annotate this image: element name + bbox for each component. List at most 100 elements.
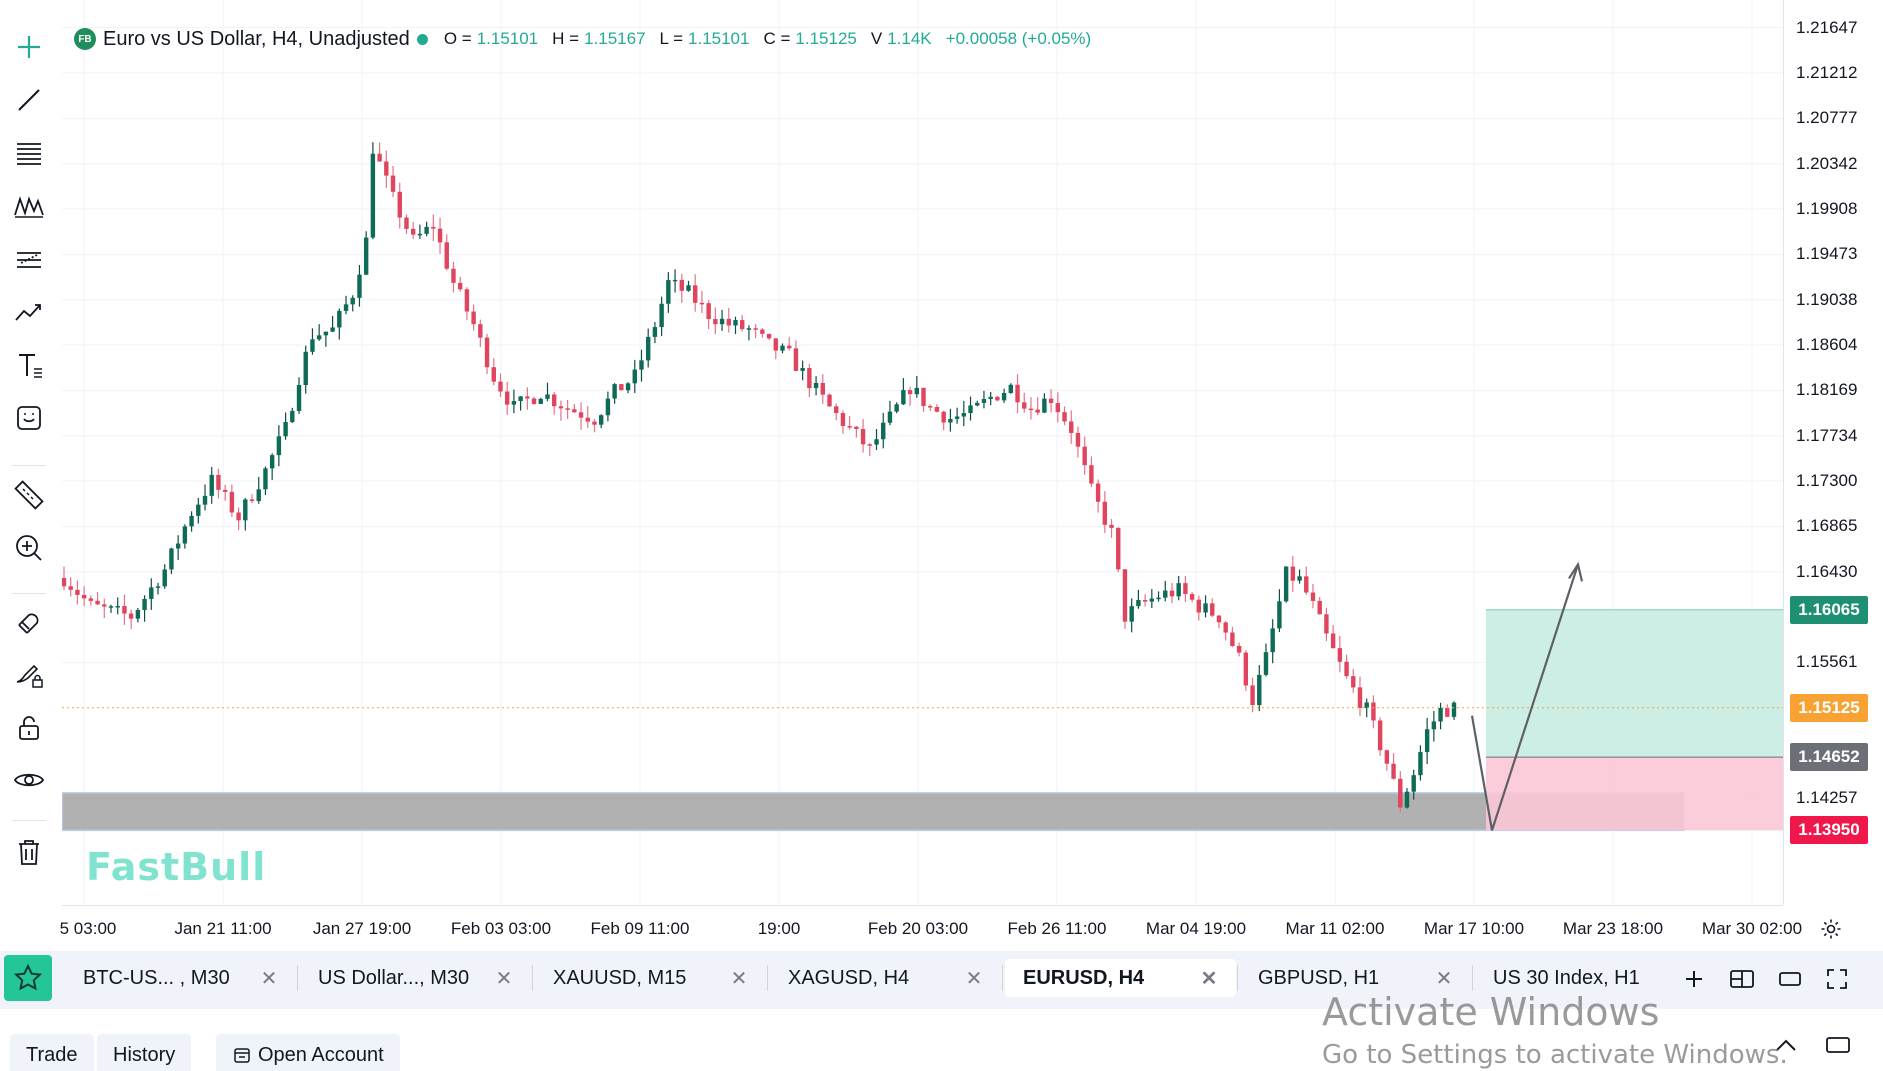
chevron-up-icon[interactable] [1770,1029,1802,1061]
candle-body [531,398,537,404]
symbol-title[interactable]: Euro vs US Dollar, H4, Unadjusted [103,27,410,50]
time-tick-label: 19:00 [757,919,801,938]
favorites-button[interactable] [4,955,52,1001]
candle-body [934,406,940,412]
candle-body [860,429,866,445]
candlestick-chart[interactable] [62,0,1783,905]
candle-body [1129,606,1134,622]
candle-body [122,606,127,614]
candle-body [592,421,597,425]
candle-body [605,398,611,416]
close-icon[interactable]: ✕ [730,967,748,990]
tab-us-30-index-h1[interactable]: US 30 Index, H1 [1475,959,1706,997]
tab-eurusd-h4[interactable]: EURUSD, H4 ✕ [1005,959,1236,997]
layout-icon[interactable] [1726,963,1758,995]
gear-icon[interactable] [1816,914,1846,944]
lock-icon[interactable] [7,705,51,749]
history-button[interactable]: History [97,1034,192,1071]
candle-body [142,598,147,610]
chart-pane[interactable] [62,0,1783,905]
candle-body [793,348,799,371]
fullscreen-icon[interactable] [1821,963,1853,995]
channel-icon[interactable] [7,237,51,281]
candle-body [1451,702,1457,717]
zoom-in-icon[interactable] [7,526,51,570]
candle-body [323,331,329,336]
change-value: +0.00058 (+0.05%) [945,29,1092,48]
symbol-tab-bar: BTC-US... , M30 ✕ US Dollar..., M30 ✕ XAUUSD… [0,951,1883,1005]
candle-body [135,609,141,619]
magnet-icon[interactable] [7,599,51,643]
stop-loss-badge: 1.13950 [1790,816,1868,845]
close-label: C = [763,29,791,48]
ruler-icon[interactable] [7,473,51,517]
trend-line-icon[interactable] [7,78,51,122]
candle-body [1095,483,1101,502]
fib-lines-icon[interactable] [7,131,51,175]
text-icon[interactable] [7,343,51,387]
close-icon[interactable]: ✕ [1200,967,1218,990]
candle-body [511,401,517,405]
candle-body [1042,398,1047,413]
time-tick-label: Mar 23 18:00 [1562,919,1664,938]
brush-lock-icon[interactable] [7,652,51,696]
candle-body [1075,432,1081,447]
tab-label: EURUSD, H4 [1023,966,1145,989]
candle-body [162,569,167,587]
eye-icon[interactable] [7,758,51,802]
candle-body [639,360,644,370]
tab-label: US 30 Index, H1 [1493,966,1640,989]
candle-body [1136,600,1141,607]
close-icon[interactable]: ✕ [965,967,983,990]
bottom-bar: Trade History Open Account [0,1005,1883,1071]
price-axis[interactable]: 1.21647 1.21212 1.20777 1.20342 1.19908 1.194… [1783,0,1883,905]
candle-body [1156,597,1161,600]
high-label: H = [552,29,580,48]
candle-body [961,413,967,417]
candle-body [1290,566,1296,581]
forecast-icon[interactable] [7,290,51,334]
candle-body [780,345,785,351]
candle-body [686,285,691,291]
candle-body [1169,590,1175,597]
candle-body [1008,384,1014,394]
candle-body [538,398,543,404]
tab-xagusd-h4[interactable]: XAGUSD, H4 ✕ [770,959,1001,997]
emoji-icon[interactable] [7,396,51,440]
candle-body [813,382,819,389]
candle-body [149,587,154,599]
close-icon[interactable]: ✕ [260,967,278,990]
open-account-button[interactable]: Open Account [216,1034,400,1071]
candle-body [397,191,402,218]
close-icon[interactable]: ✕ [495,967,513,990]
candle-body [431,226,436,229]
panel-icon[interactable] [1822,1029,1854,1061]
candle-body [827,394,832,407]
tab-gbpusd-h1[interactable]: GBPUSD, H1 ✕ [1240,959,1471,997]
candle-body [1304,576,1309,593]
candle-body [363,237,369,275]
crosshair-icon[interactable] [7,25,51,69]
window-icon[interactable] [1774,963,1806,995]
candle-body [216,474,221,490]
pattern-icon[interactable] [7,184,51,228]
close-icon[interactable]: ✕ [1435,967,1453,990]
close-value: 1.15125 [795,29,857,48]
trash-icon[interactable] [7,830,51,874]
candle-body [1404,791,1410,808]
candle-body [1317,600,1322,615]
candle-body [410,228,416,235]
candle-body [370,153,376,238]
add-tab-icon[interactable] [1678,963,1710,995]
tab-btc-us-m30[interactable]: BTC-US... , M30 ✕ [65,959,296,997]
candle-body [484,337,490,368]
candle-body [840,413,846,427]
tab-us-dollar-m30[interactable]: US Dollar..., M30 ✕ [300,959,531,997]
tab-label: GBPUSD, H1 [1258,966,1380,989]
candle-body [471,311,476,325]
tab-xauusd-m15[interactable]: XAUUSD, M15 ✕ [535,959,766,997]
account-icon [234,1048,250,1063]
trade-button[interactable]: Trade [10,1034,94,1071]
candle-body [1122,569,1128,622]
time-axis[interactable]: 5 03:00 Jan 21 11:00 Jan 27 19:00 Feb 03 03… [60,905,1802,951]
